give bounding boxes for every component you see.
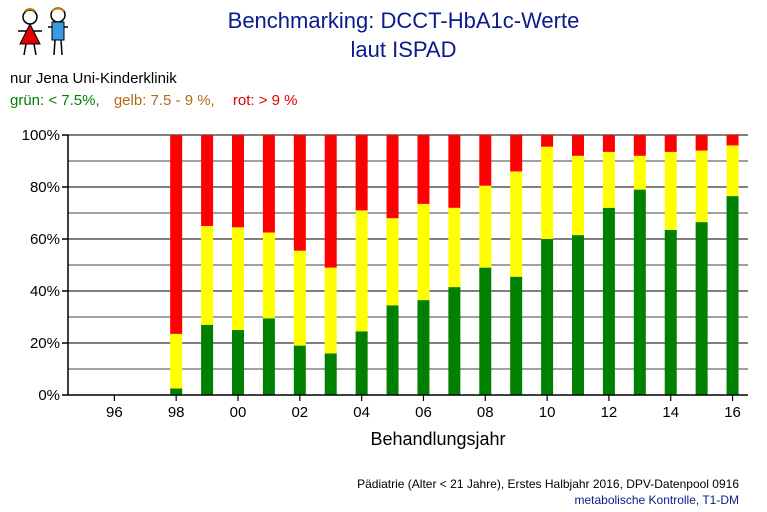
x-tick-label: 98 [168, 404, 185, 421]
bar-gelb-2003 [324, 267, 337, 354]
bar-grün-2014 [664, 229, 677, 395]
bar-grün-2005 [386, 305, 399, 395]
legend-green: grün: < 7.5%, [10, 92, 100, 109]
bar-gelb-2011 [572, 155, 584, 236]
bar-gelb-1998 [170, 333, 183, 389]
x-tick-label: 96 [106, 404, 123, 421]
bar-gelb-2007 [448, 207, 461, 288]
bar-rot-2001 [262, 135, 275, 233]
bar-grün-2016 [726, 196, 739, 395]
bar-gelb-2013 [633, 155, 646, 190]
bar-grün-2006 [417, 300, 430, 395]
boy-figure-icon [48, 7, 68, 56]
x-tick-label: 16 [724, 404, 741, 421]
footer-source: Pädiatrie (Alter < 21 Jahre), Erstes Hal… [357, 477, 739, 491]
y-tick-label: 80% [30, 179, 60, 196]
y-tick-label: 40% [30, 283, 60, 300]
bar-rot-1998 [170, 135, 183, 334]
y-tick-label: 100% [22, 127, 60, 144]
bar-gelb-2014 [664, 151, 677, 230]
x-tick-label: 14 [662, 404, 679, 421]
bar-gelb-2000 [232, 227, 244, 330]
chart-title-line2: laut ISPAD [350, 37, 457, 62]
bar-grün-2013 [633, 189, 646, 395]
x-tick-label: 08 [477, 404, 494, 421]
bar-grün-1999 [201, 324, 214, 395]
bar-grün-2002 [293, 345, 306, 395]
x-tick-label: 06 [415, 404, 432, 421]
bar-gelb-2005 [386, 218, 399, 306]
bar-gelb-2008 [479, 185, 492, 268]
bar-gelb-2001 [262, 232, 275, 319]
girl-figure-icon [18, 8, 42, 56]
bar-grün-2015 [695, 222, 708, 395]
bar-gelb-1999 [201, 226, 214, 325]
bar-rot-2007 [448, 135, 461, 208]
bar-gelb-2009 [510, 171, 523, 277]
chart-subtitle: nur Jena Uni-Kinderklinik [10, 70, 177, 87]
bar-gelb-2006 [417, 203, 430, 301]
bar-rot-2015 [695, 135, 708, 151]
bar-rot-2004 [355, 135, 368, 211]
y-tick-label: 60% [30, 231, 60, 248]
bar-gelb-2004 [355, 210, 368, 332]
bar-rot-2009 [510, 135, 523, 172]
children-logo [8, 6, 78, 63]
bar-grün-2000 [232, 330, 244, 395]
bar-rot-2011 [572, 135, 584, 156]
bar-rot-2013 [633, 135, 646, 156]
y-tick-label: 0% [38, 387, 60, 404]
bar-grün-2012 [602, 207, 615, 395]
x-tick-label: 02 [291, 404, 308, 421]
legend-yellow: gelb: 7.5 - 9 %, [113, 92, 215, 109]
y-tick-label: 20% [30, 335, 60, 352]
gridlines [68, 134, 748, 396]
bar-rot-2014 [664, 135, 677, 152]
chart-title: Benchmarking: DCCT-HbA1c-Werte [227, 8, 580, 33]
bar-gelb-2010 [541, 146, 554, 239]
bar-grün-2009 [510, 276, 523, 395]
axes [62, 134, 748, 396]
legend-red: rot: > 9 % [232, 92, 298, 109]
bar-grün-1998 [170, 388, 183, 395]
x-tick-label: 04 [353, 404, 370, 421]
x-tick-labels: 96 98 00 02 04 06 08 10 12 14 16 [106, 395, 741, 421]
y-tick-labels: 0% 20% 40% 60% 80% 100% [22, 127, 60, 404]
bar-rot-1999 [201, 135, 214, 226]
x-tick-label: 10 [539, 404, 556, 421]
bar-grün-2008 [479, 267, 492, 395]
bar-rot-2000 [232, 135, 244, 228]
bar-grün-2010 [541, 239, 554, 395]
bar-rot-2010 [541, 135, 554, 147]
bar-grün-2004 [355, 331, 368, 395]
x-tick-label: 12 [601, 404, 618, 421]
footer-note: metabolische Kontrolle, T1-DM [574, 493, 739, 507]
bar-rot-2002 [293, 135, 306, 251]
x-axis-title: Behandlungsjahr [370, 429, 505, 449]
stacked-bar-chart: 0% 20% 40% 60% 80% 100% 96 98 00 02 04 06 08 10 12 14 1… [22, 127, 748, 449]
x-tick-label: 00 [230, 404, 247, 421]
bar-rot-2008 [479, 135, 492, 186]
bar-rot-2005 [386, 135, 399, 219]
bar-gelb-2002 [293, 250, 306, 346]
bar-grün-2007 [448, 287, 461, 395]
bar-grün-2001 [262, 318, 275, 395]
bars [170, 135, 739, 395]
bar-rot-2003 [324, 135, 337, 268]
bar-rot-2006 [417, 135, 430, 204]
bar-rot-2012 [602, 135, 615, 152]
bar-gelb-2015 [695, 150, 708, 223]
bar-gelb-2012 [602, 151, 615, 208]
legend: grün: < 7.5%, gelb: 7.5 - 9 %, rot: > 9 … [10, 92, 298, 109]
bar-gelb-2016 [726, 145, 739, 197]
bar-grün-2011 [572, 235, 584, 395]
bar-rot-2016 [726, 135, 739, 146]
bar-grün-2003 [324, 353, 337, 395]
